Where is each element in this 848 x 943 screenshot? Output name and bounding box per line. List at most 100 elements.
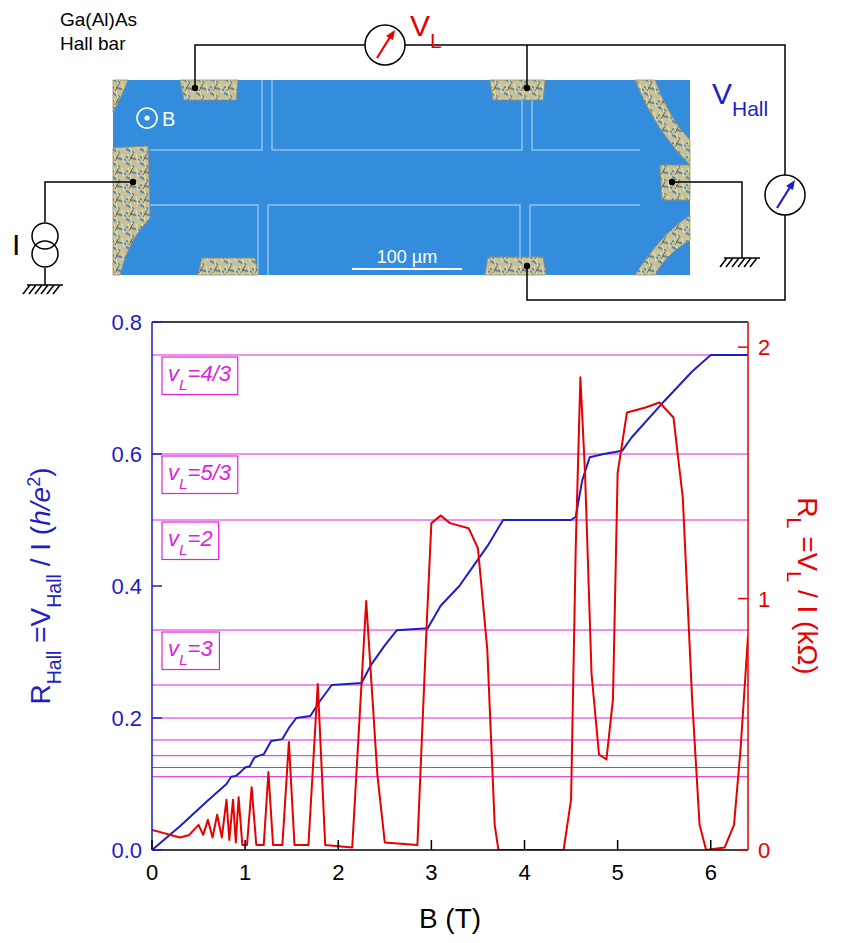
x-tick [151,840,153,850]
y2-tick [738,346,748,348]
series-line [152,377,748,850]
text-part: =V [25,607,56,650]
y-tick [152,717,162,719]
x-tick [617,840,619,850]
y-axis-title: RHall =VHall / I (h/e2) [24,467,65,704]
y2-tick [738,849,748,851]
text-part: =V [792,528,823,571]
y-tick-label: 0.2 [111,706,142,731]
plateau-line [152,776,748,777]
plateau-line [152,755,748,756]
text-part: V [410,9,430,42]
figure: Ga(Al)AsHall barBIVLVHall100 µm01234560.… [0,0,848,943]
text-part: L [430,29,442,52]
y2-axis-title: RL =VL / I (kΩ) [783,497,823,674]
contact-pad [180,80,238,100]
text-part: L [179,376,188,393]
text-part: L [179,541,188,558]
x-tick-label: 0 [146,860,158,885]
current-source [32,241,58,267]
contact-dot [192,85,198,91]
text-part: R [25,684,56,704]
contact-dot [524,85,530,91]
ground [23,285,63,294]
text-part: h/e [25,487,56,526]
contact-pad [635,215,690,275]
plateau-annotation-box [162,456,238,494]
text-part: / I ( [25,525,56,574]
y2-tick-label: 2 [758,335,770,360]
y-tick-label: 0.8 [111,310,142,335]
plateau-line [152,685,748,686]
text-part: L [783,518,805,529]
plateau-line [152,520,748,521]
voltmeter [365,25,405,65]
plateau-annotation-box [162,632,219,670]
plateau-annotation-text: vL=4/3 [168,361,232,393]
contact-pad [198,258,258,275]
contact-pad [113,80,128,112]
voltmeter [765,175,805,215]
schematic: Ga(Al)AsHall barBIVLVHall100 µm [12,9,805,300]
y-tick [152,849,162,851]
voltmeter-needle-head [386,30,395,40]
contact-pad [485,257,546,275]
plateau-line [152,767,748,768]
scale-bar [352,268,462,270]
text-part: 2 [24,477,44,487]
plateau-line [152,739,748,740]
plateau-annotation-text: vL=2 [168,526,213,558]
voltmeter-needle-head [786,180,795,190]
x-tick-label: 4 [518,860,530,885]
x-tick-label: 6 [705,860,717,885]
contact-pad [113,146,150,275]
chart: 01234560.00.20.40.60.8012B (T)RHall =VHa… [24,310,823,934]
x-axis-title: B (T) [419,903,481,934]
sample-label: Ga(Al)As [60,9,137,30]
contact-pad [490,80,545,100]
micrograph [113,80,690,275]
plateau-line [152,454,748,455]
x-tick-label: 5 [612,860,624,885]
text-part: Hall [43,651,65,685]
y-tick-label: 0.6 [111,442,142,467]
plateau-annotation-text: vL=5/3 [168,460,232,492]
x-tick [710,840,712,850]
plateau-annotation: vL=3 [162,632,219,670]
x-tick [524,840,526,850]
text-part: =3 [188,636,214,661]
y-tick-label: 0.4 [111,574,142,599]
scale-bar-label: 100 µm [377,247,437,267]
contact-dot [130,179,136,185]
plateau-annotation-box [162,357,238,395]
series-line [152,355,748,850]
text-part: =4/3 [188,361,232,386]
plateau-annotation: vL=4/3 [162,357,238,395]
plateau-annotation: vL=2 [162,522,219,560]
plateau-annotation: vL=5/3 [162,456,238,494]
plot-area [152,355,748,850]
x-tick [431,840,433,850]
contact-dot [524,263,530,269]
y-tick [152,585,162,587]
y-tick [152,453,162,455]
hall-bar-outline [150,80,640,275]
text-part: V [712,77,732,110]
text-part: R [792,497,823,517]
x-axis [152,849,748,851]
vhall-label: VHall [712,77,768,120]
ground [720,258,760,267]
text-part: Hall [43,574,65,608]
x-tick [338,840,340,850]
text-part: L [179,651,188,668]
plateau-line [152,355,748,356]
plateau-line [152,630,748,631]
contact-pad [635,80,690,165]
x-tick-label: 2 [332,860,344,885]
y2-axis [747,322,749,850]
text-part: L [179,475,188,492]
x-tick-label: 1 [239,860,251,885]
text-part: =5/3 [188,460,232,485]
y2-tick-label: 1 [758,587,770,612]
text-part: =2 [188,526,213,551]
